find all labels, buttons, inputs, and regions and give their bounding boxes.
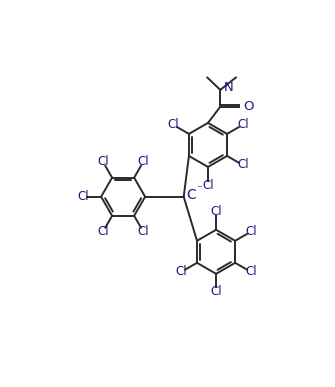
Text: Cl: Cl [202,178,214,192]
Text: Cl: Cl [210,205,222,218]
Text: Cl: Cl [210,286,222,298]
Text: Cl: Cl [245,225,257,238]
Text: O: O [243,99,254,113]
Text: Cl: Cl [237,159,249,171]
Text: Cl: Cl [137,225,149,238]
Text: Cl: Cl [168,118,179,131]
Text: Cl: Cl [176,265,187,278]
Text: C: C [186,188,196,202]
Text: ⁻: ⁻ [196,185,202,195]
Text: N: N [224,81,234,94]
Text: Cl: Cl [237,118,249,131]
Text: Cl: Cl [97,225,109,238]
Text: Cl: Cl [245,265,257,278]
Text: Cl: Cl [97,156,109,168]
Text: Cl: Cl [77,190,89,203]
Text: Cl: Cl [137,156,149,168]
